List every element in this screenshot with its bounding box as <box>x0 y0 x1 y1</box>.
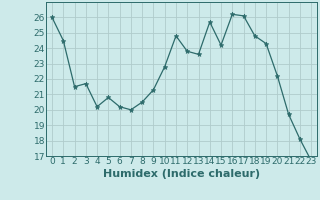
X-axis label: Humidex (Indice chaleur): Humidex (Indice chaleur) <box>103 169 260 179</box>
